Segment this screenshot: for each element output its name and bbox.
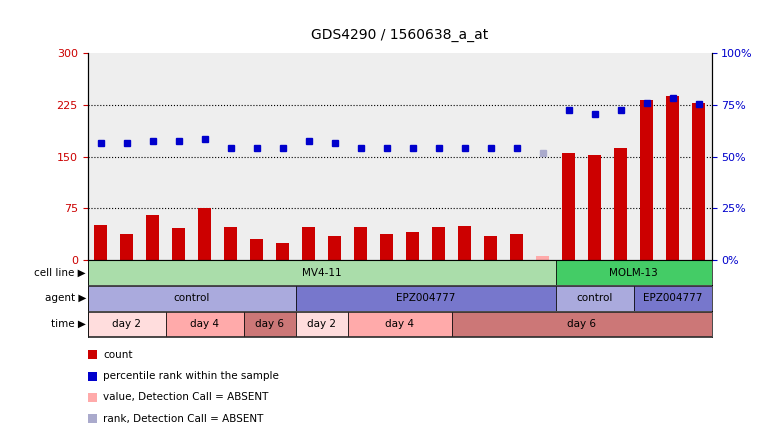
Bar — [146, 215, 159, 260]
Text: day 2: day 2 — [112, 319, 141, 329]
Bar — [276, 242, 289, 260]
Bar — [666, 96, 679, 260]
Bar — [172, 228, 185, 260]
Bar — [348, 312, 451, 337]
Bar — [94, 226, 107, 260]
Bar — [328, 236, 341, 260]
Text: day 4: day 4 — [190, 319, 219, 329]
Bar — [692, 103, 705, 260]
Bar — [484, 236, 497, 260]
Bar — [295, 312, 348, 337]
Bar — [406, 232, 419, 260]
Bar — [354, 227, 367, 260]
Bar — [432, 227, 445, 260]
Bar — [198, 208, 211, 260]
Text: day 6: day 6 — [567, 319, 596, 329]
Bar — [451, 312, 712, 337]
Text: value, Detection Call = ABSENT: value, Detection Call = ABSENT — [103, 392, 269, 402]
Bar — [562, 153, 575, 260]
Bar — [510, 234, 523, 260]
Text: control: control — [174, 293, 210, 303]
Bar — [588, 155, 601, 260]
Bar — [380, 234, 393, 260]
Text: day 6: day 6 — [255, 319, 284, 329]
Text: day 2: day 2 — [307, 319, 336, 329]
Bar — [536, 256, 549, 260]
Bar — [295, 286, 556, 311]
Text: EPZ004777: EPZ004777 — [396, 293, 455, 303]
Bar — [633, 286, 712, 311]
Bar — [88, 260, 556, 285]
Bar — [120, 234, 133, 260]
Bar — [250, 239, 263, 260]
Text: time ▶: time ▶ — [51, 319, 86, 329]
Bar — [614, 148, 627, 260]
Bar — [88, 312, 166, 337]
Bar — [224, 227, 237, 260]
Bar — [556, 286, 634, 311]
Text: MV4-11: MV4-11 — [301, 268, 342, 278]
Bar — [302, 227, 315, 260]
Text: MOLM-13: MOLM-13 — [609, 268, 658, 278]
Text: EPZ004777: EPZ004777 — [643, 293, 702, 303]
Bar — [556, 260, 712, 285]
Text: agent ▶: agent ▶ — [45, 293, 86, 303]
Bar — [88, 286, 295, 311]
Bar — [640, 100, 653, 260]
Text: cell line ▶: cell line ▶ — [34, 268, 86, 278]
Text: day 4: day 4 — [385, 319, 414, 329]
Text: control: control — [576, 293, 613, 303]
Bar — [244, 312, 295, 337]
Bar — [166, 312, 244, 337]
Text: count: count — [103, 350, 133, 360]
Text: percentile rank within the sample: percentile rank within the sample — [103, 371, 279, 381]
Bar — [458, 226, 471, 260]
Text: GDS4290 / 1560638_a_at: GDS4290 / 1560638_a_at — [311, 28, 488, 42]
Text: rank, Detection Call = ABSENT: rank, Detection Call = ABSENT — [103, 414, 264, 424]
